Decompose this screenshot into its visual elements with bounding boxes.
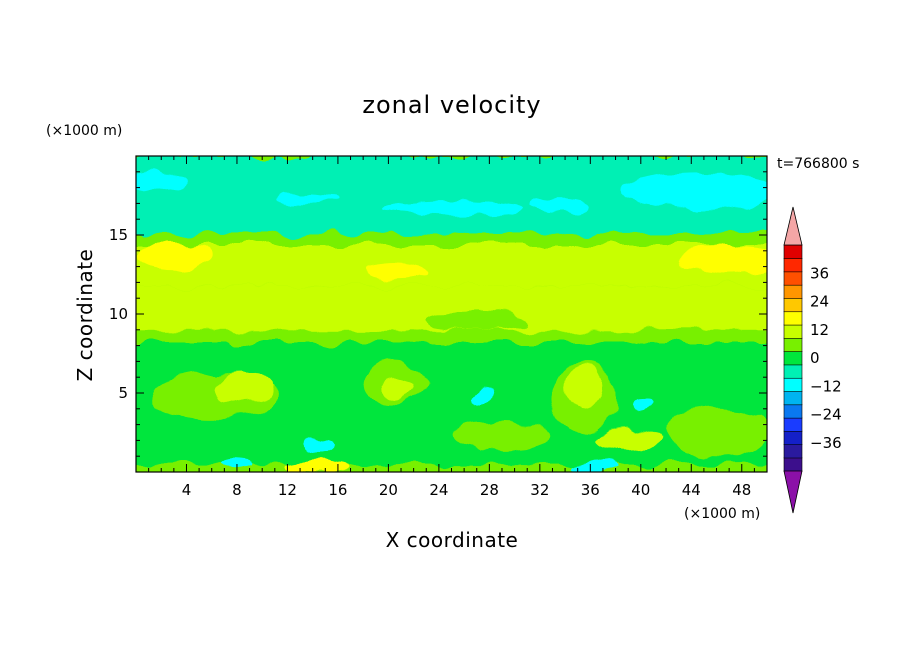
y-axis-label: Z coordinate — [73, 249, 97, 382]
contour-cell — [470, 388, 496, 405]
colorbar-segment — [783, 324, 803, 339]
x-tick-label: 16 — [328, 481, 347, 499]
colorbar-segment — [783, 430, 803, 446]
colorbar-segment — [783, 457, 803, 472]
contour-cell — [573, 460, 620, 472]
contour-cell — [565, 366, 603, 408]
contour-cell — [451, 421, 553, 450]
y-axis-ticks: 5 10 15 — [109, 171, 767, 457]
colorbar-segment — [783, 404, 803, 419]
colorbar-tick-label: 12 — [810, 321, 829, 339]
chart-title: zonal velocity — [362, 91, 541, 119]
colorbar-extend-high — [783, 206, 803, 246]
colorbar-segment — [783, 257, 803, 273]
x-tick-label: 12 — [278, 481, 297, 499]
contour-cell — [382, 201, 521, 216]
y-tick-label: 15 — [109, 226, 128, 244]
colorbar-tick-label: −12 — [810, 377, 842, 395]
contour-cell — [527, 198, 591, 215]
contour-field — [136, 156, 767, 472]
colorbar-segment — [783, 390, 803, 406]
x-tick-label: 8 — [232, 481, 242, 499]
contour-cell — [136, 171, 187, 191]
x-axis-label: X coordinate — [386, 528, 519, 552]
colorbar: 36 24 12 0 −12 −24 −36 — [783, 206, 842, 514]
y-tick-label: 10 — [109, 305, 128, 323]
colorbar-segment — [783, 244, 803, 259]
colorbar-tick-label: 0 — [810, 349, 820, 367]
colorbar-segment — [783, 271, 803, 286]
colorbar-segment — [783, 444, 803, 459]
contour-cell — [136, 241, 212, 270]
x-tick-label: 40 — [631, 481, 650, 499]
x-tick-label: 28 — [480, 481, 499, 499]
x-tick-label: 24 — [429, 481, 448, 499]
contour-cell — [621, 173, 767, 209]
colorbar-tick-label: 24 — [810, 293, 829, 311]
contour-band — [136, 244, 767, 286]
colorbar-segment — [783, 417, 803, 432]
colorbar-segment — [783, 284, 803, 299]
contour-cell — [383, 377, 414, 400]
contour-cell — [666, 408, 767, 457]
y-tick-label: 5 — [118, 384, 128, 402]
colorbar-tick-label: −36 — [810, 434, 842, 452]
contour-cell — [634, 396, 655, 412]
contour-cell — [426, 310, 528, 330]
colorbar-extend-low — [783, 470, 803, 514]
x-tick-label: 4 — [182, 481, 192, 499]
contour-band — [136, 329, 767, 343]
field-layers — [136, 156, 767, 472]
colorbar-tick-label: 36 — [810, 264, 829, 282]
colorbar-segment — [783, 351, 803, 366]
x-tick-label: 48 — [732, 481, 751, 499]
colorbar-segment — [783, 297, 803, 313]
x-scale-label: (×1000 m) — [684, 506, 760, 522]
colorbar-segment — [783, 364, 803, 379]
contour-cell — [596, 427, 660, 450]
contour-band — [136, 233, 767, 245]
x-tick-label: 20 — [379, 481, 398, 499]
contour-cell — [215, 372, 272, 405]
colorbar-tick-label: −24 — [810, 406, 842, 424]
contour-cell — [287, 460, 351, 472]
x-tick-label: 32 — [530, 481, 549, 499]
x-tick-label: 44 — [682, 481, 701, 499]
x-tick-label: 36 — [581, 481, 600, 499]
y-scale-label: (×1000 m) — [46, 123, 122, 139]
x-axis-ticks: 4 8 12 16 20 24 28 32 36 40 44 48 — [148, 156, 755, 499]
contour-band — [136, 432, 767, 465]
contour-cell — [303, 435, 335, 452]
contour-cell — [678, 244, 767, 277]
time-label: t=766800 s — [777, 156, 859, 172]
contour-cell — [274, 193, 338, 204]
contour-cell — [363, 263, 427, 280]
colorbar-segment — [783, 311, 803, 326]
colorbar-segment — [783, 337, 803, 352]
colorbar-segment — [783, 377, 803, 392]
